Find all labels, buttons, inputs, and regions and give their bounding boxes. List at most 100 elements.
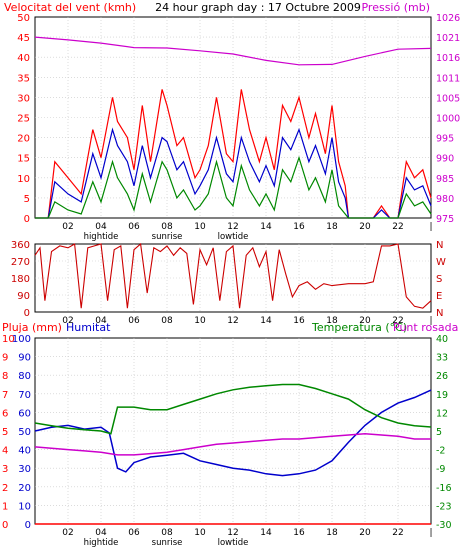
x-tick-label: 08 [161,222,173,232]
x-tick-label: 06 [128,528,140,538]
rain-tick-label: 1 [2,501,8,512]
x-tick-label: 10 [194,316,206,326]
x-tick-label: 06 [128,316,140,326]
rain-axis-title: Pluja (mm) [2,321,62,334]
y-right-tick-label: 33 [436,353,448,364]
x-tick-label: 20 [359,316,371,326]
y-right-tick-label: 980 [436,194,454,205]
rain-tick-label: 10 [2,334,15,345]
y-right-tick-label: -30 [436,520,452,531]
pressure-axis-title: Pressió (mb) [361,1,430,14]
annotation-label: sunrise [152,232,183,242]
x-tick-label: | [429,222,432,232]
y-right-tick-label: 19 [436,390,448,401]
wind-speed-axis-title: Velocitat del vent (kmh) [4,1,136,14]
x-tick-label: 02 [62,316,73,326]
dewpoint-line [34,432,431,456]
y-right-tick-label: -23 [436,501,452,512]
y-right-tick-label: -2 [436,446,445,457]
x-tick-label: 10 [194,222,206,232]
y-right-tick-label: 1005 [436,93,460,104]
x-tick-label: 18 [326,222,338,232]
humidity-axis-title: Humitat [66,321,111,334]
y-right-tick-label: 995 [436,134,454,145]
x-tick-label: 22 [392,528,403,538]
y-right-tick-label: E [436,291,442,302]
y-left-tick-label: 30 [17,93,30,104]
y-right-tick-label: 1026 [436,13,460,24]
x-tick-label: 08 [161,316,173,326]
humidity-tick-label: 50 [18,427,31,438]
y-left-tick-label: 15 [17,154,30,165]
y-left-tick-label: 40 [17,53,30,64]
humidity-tick-label: 30 [18,464,31,475]
x-tick-label: | [429,528,432,538]
rain-tick-label: 4 [2,446,8,457]
rain-tick-label: 7 [2,390,8,401]
x-tick-label: 14 [260,316,272,326]
chart-title: 24 hour graph day : 17 Octubre 2009 [155,1,361,14]
annotation-label: lowtide [218,232,249,242]
y-right-tick-label: N [436,308,443,319]
x-tick-label: 20 [359,528,371,538]
rain-tick-label: 8 [2,371,8,382]
annotation-label: sunrise [152,538,183,548]
x-tick-label: 04 [95,222,107,232]
y-left-tick-label: 45 [17,33,30,44]
y-left-tick-label: 20 [17,134,30,145]
x-tick-label: 22 [392,222,403,232]
y-left-tick-label: 0 [24,214,30,225]
x-tick-label: 02 [62,222,73,232]
y-left-tick-label: 10 [17,174,30,185]
x-tick-label: 06 [128,222,140,232]
rain-tick-label: 0 [2,520,8,531]
humidity-tick-label: 70 [18,390,31,401]
rain-tick-label: 6 [2,408,8,419]
humidity-tick-label: 60 [18,408,31,419]
humidity-tick-label: 10 [18,501,31,512]
x-tick-label: 22 [392,316,403,326]
y-right-tick-label: 1016 [436,53,460,64]
y-right-tick-label: 990 [436,154,454,165]
y-right-tick-label: -16 [436,483,452,494]
x-tick-label: 10 [194,528,206,538]
y-left-tick-label: 25 [17,114,30,125]
temperature-line [34,383,432,435]
y-left-tick-label: 360 [11,240,30,251]
rain-tick-label: 5 [2,427,8,438]
y-right-tick-label: 985 [436,174,454,185]
y-left-tick-label: 270 [11,257,30,268]
humidity-tick-label: 20 [18,483,31,494]
y-left-tick-label: 90 [17,291,30,302]
temperature-axis-title: Temperatura (°C) [311,321,407,334]
x-tick-label: 04 [95,528,107,538]
y-left-tick-label: 180 [11,274,30,285]
rain-tick-label: 3 [2,464,8,475]
y-right-tick-label: 12 [436,408,448,419]
y-right-tick-label: 1000 [436,114,460,125]
humidity-tick-label: 100 [12,334,31,345]
x-tick-label: | [429,316,432,326]
x-tick-label: 14 [260,528,272,538]
y-right-tick-label: -9 [436,464,445,475]
y-right-tick-label: 40 [436,334,448,345]
annotation-label: lowtide [218,538,249,548]
y-right-tick-label: 1011 [436,73,460,84]
humidity-tick-label: 40 [18,446,31,457]
x-tick-label: 16 [293,316,305,326]
x-tick-label: 12 [227,528,238,538]
rain-tick-label: 2 [2,483,8,494]
dewpoint-axis-title: Punt rosada [393,321,458,334]
x-tick-label: 12 [227,316,238,326]
humidity-tick-label: 0 [25,520,31,531]
rain-tick-label: 9 [2,353,8,364]
y-left-tick-label: 35 [17,73,30,84]
y-right-tick-label: 975 [436,214,454,225]
annotation-label: hightide [84,538,119,548]
x-tick-label: 12 [227,222,238,232]
x-tick-label: 18 [326,528,338,538]
y-right-tick-label: N [436,240,443,251]
wind-direction-line [34,242,432,309]
x-tick-label: 04 [95,316,107,326]
